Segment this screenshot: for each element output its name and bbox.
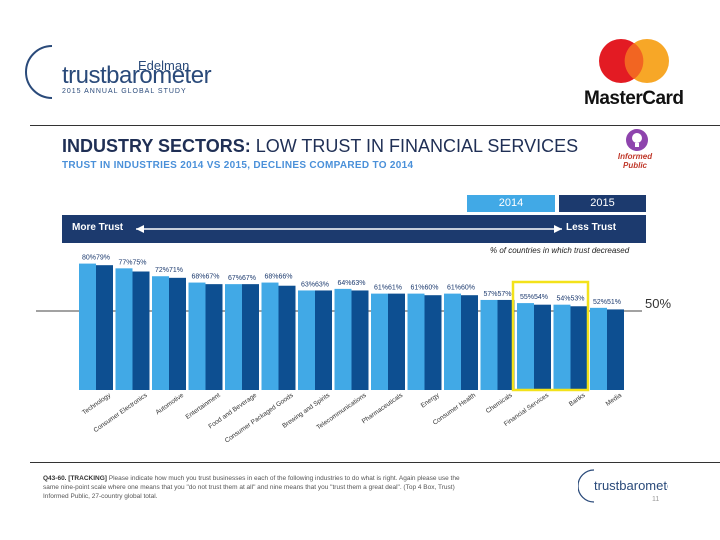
category-label-3: Entertainment bbox=[184, 392, 221, 421]
lightbulb-icon bbox=[624, 128, 650, 154]
footnote-question: Q43-60. [TRACKING] bbox=[43, 475, 107, 482]
informed-public-label: Informed Public bbox=[617, 152, 653, 170]
bar-2014-9 bbox=[407, 293, 425, 390]
value-label-13: 54%53% bbox=[556, 296, 584, 303]
bar-2015-13 bbox=[570, 306, 588, 390]
top-divider bbox=[30, 125, 720, 126]
mastercard-wordmark: MasterCard bbox=[584, 88, 684, 109]
title-rest: LOW TRUST IN FINANCIAL SERVICES bbox=[250, 136, 579, 156]
less-trust-label: Less Trust bbox=[566, 222, 617, 233]
bar-2014-10 bbox=[444, 293, 461, 390]
value-label-3: 68%67% bbox=[191, 274, 219, 281]
category-label-14: Media bbox=[605, 392, 624, 408]
value-label-10: 61%60% bbox=[447, 285, 475, 292]
bar-2014-1 bbox=[115, 268, 133, 390]
slide-title: INDUSTRY SECTORS: LOW TRUST IN FINANCIAL… bbox=[62, 136, 578, 157]
edelman-subtitle: 2015 ANNUAL GLOBAL STUDY bbox=[62, 88, 187, 95]
bar-2014-7 bbox=[334, 288, 352, 390]
bar-2015-7 bbox=[351, 290, 369, 390]
small-edelman-logo: trustbarometer bbox=[577, 466, 679, 506]
small-logo-text: trustbarometer bbox=[594, 478, 668, 493]
year-2014-box: 2014 bbox=[467, 195, 555, 212]
trust-direction-bar bbox=[62, 215, 646, 243]
slide-subtitle: TRUST IN INDUSTRIES 2014 VS 2015, DECLIN… bbox=[62, 160, 414, 171]
category-label-8: Pharmaceuticals bbox=[361, 391, 405, 425]
bar-2015-14 bbox=[607, 309, 624, 390]
bar-2014-11 bbox=[480, 299, 498, 390]
edelman-name: Edelman bbox=[138, 58, 190, 73]
page-number: 11 bbox=[652, 496, 660, 503]
value-label-1: 77%75% bbox=[118, 259, 146, 266]
trustbarometer-wordmark: trustbarometer bbox=[62, 62, 212, 89]
value-label-9: 61%60% bbox=[410, 285, 438, 292]
bar-2014-12 bbox=[517, 303, 534, 390]
mastercard-logo-icon bbox=[595, 36, 673, 86]
bar-2015-3 bbox=[205, 284, 223, 390]
category-label-5: Consumer Packaged Goods bbox=[224, 391, 296, 444]
bar-2015-0 bbox=[96, 265, 113, 390]
bar-2015-2 bbox=[169, 277, 186, 390]
value-label-8: 61%61% bbox=[374, 285, 402, 292]
legend-note: % of countries in which trust decreased bbox=[490, 246, 630, 255]
bar-2015-8 bbox=[388, 293, 405, 390]
value-label-6: 63%63% bbox=[301, 281, 329, 288]
bar-2014-13 bbox=[553, 304, 571, 390]
value-label-0: 80%79% bbox=[82, 255, 110, 262]
bar-2015-1 bbox=[132, 271, 150, 390]
year-2015-box: 2015 bbox=[559, 195, 646, 212]
value-label-12: 55%54% bbox=[520, 294, 548, 301]
category-label-9: Energy bbox=[420, 391, 441, 409]
bar-2014-8 bbox=[371, 293, 388, 390]
bar-2015-4 bbox=[242, 284, 259, 390]
category-label-13: Banks bbox=[568, 391, 587, 408]
bar-2015-12 bbox=[534, 304, 551, 390]
category-label-2: Automotive bbox=[154, 392, 185, 417]
bar-2015-9 bbox=[424, 295, 442, 390]
bar-2014-2 bbox=[152, 276, 169, 390]
financial-highlight-box bbox=[511, 280, 590, 392]
bar-2014-14 bbox=[590, 307, 607, 390]
category-label-11: Chemicals bbox=[485, 391, 514, 415]
bottom-divider bbox=[30, 462, 720, 463]
bar-2014-0 bbox=[79, 263, 96, 390]
value-label-7: 64%63% bbox=[337, 280, 365, 287]
bar-2015-6 bbox=[315, 290, 332, 390]
bar-2015-10 bbox=[461, 295, 478, 390]
fifty-percent-label: 50% bbox=[645, 296, 672, 311]
footnote: Q43-60. [TRACKING] Please indicate how m… bbox=[43, 474, 463, 501]
bar-2014-4 bbox=[225, 284, 242, 390]
bar-2014-3 bbox=[188, 282, 206, 390]
edelman-trustbarometer-logo bbox=[18, 42, 178, 102]
more-trust-label: More Trust bbox=[72, 222, 124, 233]
footnote-text: Please indicate how much you trust busin… bbox=[43, 475, 460, 500]
bar-2014-6 bbox=[298, 290, 315, 390]
value-label-4: 67%67% bbox=[228, 275, 256, 282]
category-label-0: Technology bbox=[81, 391, 113, 416]
bar-2014-5 bbox=[261, 282, 279, 390]
value-label-14: 52%51% bbox=[593, 299, 621, 306]
value-label-11: 57%57% bbox=[483, 291, 511, 298]
bar-2015-11 bbox=[497, 299, 515, 390]
title-bold: INDUSTRY SECTORS: bbox=[62, 136, 251, 156]
value-label-5: 68%66% bbox=[264, 274, 292, 281]
value-label-2: 72%71% bbox=[155, 267, 183, 274]
bar-2015-5 bbox=[278, 285, 296, 390]
